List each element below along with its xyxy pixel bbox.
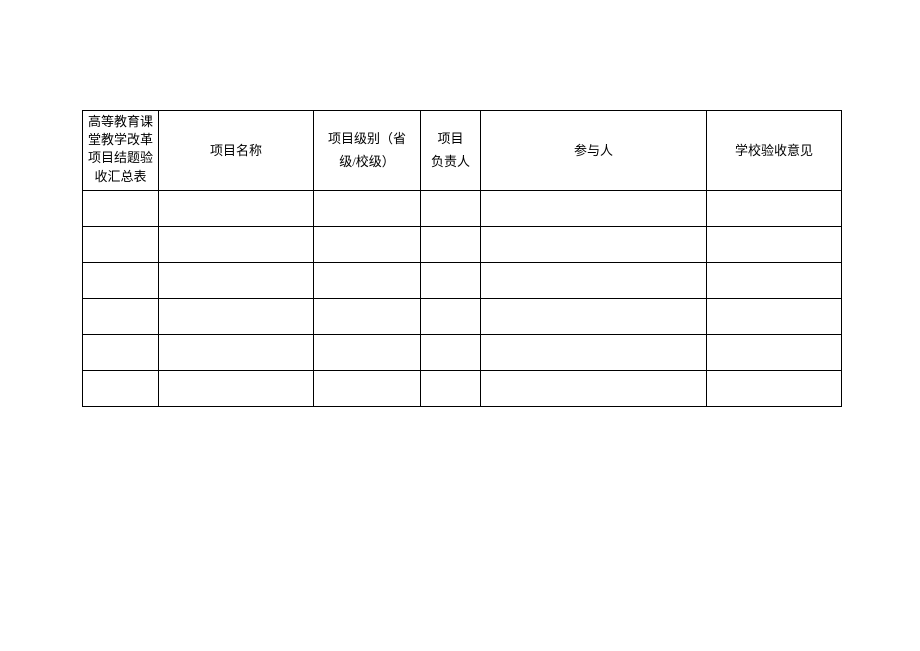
table-row [83, 298, 842, 334]
cell [83, 370, 159, 406]
cell [159, 334, 314, 370]
header-cell-project-name: 项目名称 [159, 111, 314, 191]
cell [481, 298, 707, 334]
cell [481, 334, 707, 370]
cell [481, 370, 707, 406]
cell [707, 334, 842, 370]
cell [481, 262, 707, 298]
cell [707, 298, 842, 334]
table-row [83, 190, 842, 226]
summary-table: 高等教育课堂教学改革项目结题验收汇总表 项目名称 项目级别（省 级/校级） 项目… [82, 110, 842, 407]
cell [159, 370, 314, 406]
cell [707, 262, 842, 298]
cell [421, 298, 481, 334]
header-label-1: 项目名称 [210, 143, 262, 158]
table-row [83, 334, 842, 370]
table-header-row: 高等教育课堂教学改革项目结题验收汇总表 项目名称 项目级别（省 级/校级） 项目… [83, 111, 842, 191]
cell [83, 298, 159, 334]
header-label-2-line1: 项目级别（省 [328, 131, 406, 146]
header-label-3-line2: 负责人 [431, 154, 470, 169]
cell [421, 190, 481, 226]
cell [83, 262, 159, 298]
header-label-4: 参与人 [574, 143, 613, 158]
cell [707, 190, 842, 226]
cell [421, 370, 481, 406]
table-row [83, 370, 842, 406]
header-label-3-line1: 项目 [437, 131, 463, 146]
cell [707, 370, 842, 406]
cell [314, 226, 421, 262]
cell [314, 334, 421, 370]
cell [83, 190, 159, 226]
cell [481, 190, 707, 226]
table-row [83, 262, 842, 298]
cell [314, 370, 421, 406]
cell [421, 262, 481, 298]
header-cell-leader: 项目 负责人 [421, 111, 481, 191]
cell [707, 226, 842, 262]
header-label-5: 学校验收意见 [735, 143, 813, 158]
header-label-0: 高等教育课堂教学改革项目结题验收汇总表 [85, 113, 156, 186]
cell [314, 190, 421, 226]
header-cell-review: 学校验收意见 [707, 111, 842, 191]
cell [83, 226, 159, 262]
cell [481, 226, 707, 262]
table-row [83, 226, 842, 262]
cell [314, 298, 421, 334]
cell [159, 262, 314, 298]
cell [314, 262, 421, 298]
cell [159, 298, 314, 334]
header-label-2-line2: 级/校级） [339, 154, 395, 169]
header-cell-participants: 参与人 [481, 111, 707, 191]
cell [421, 334, 481, 370]
cell [83, 334, 159, 370]
table-container: 高等教育课堂教学改革项目结题验收汇总表 项目名称 项目级别（省 级/校级） 项目… [0, 0, 920, 407]
header-cell-title: 高等教育课堂教学改革项目结题验收汇总表 [83, 111, 159, 191]
cell [159, 190, 314, 226]
cell [159, 226, 314, 262]
header-cell-project-level: 项目级别（省 级/校级） [314, 111, 421, 191]
cell [421, 226, 481, 262]
